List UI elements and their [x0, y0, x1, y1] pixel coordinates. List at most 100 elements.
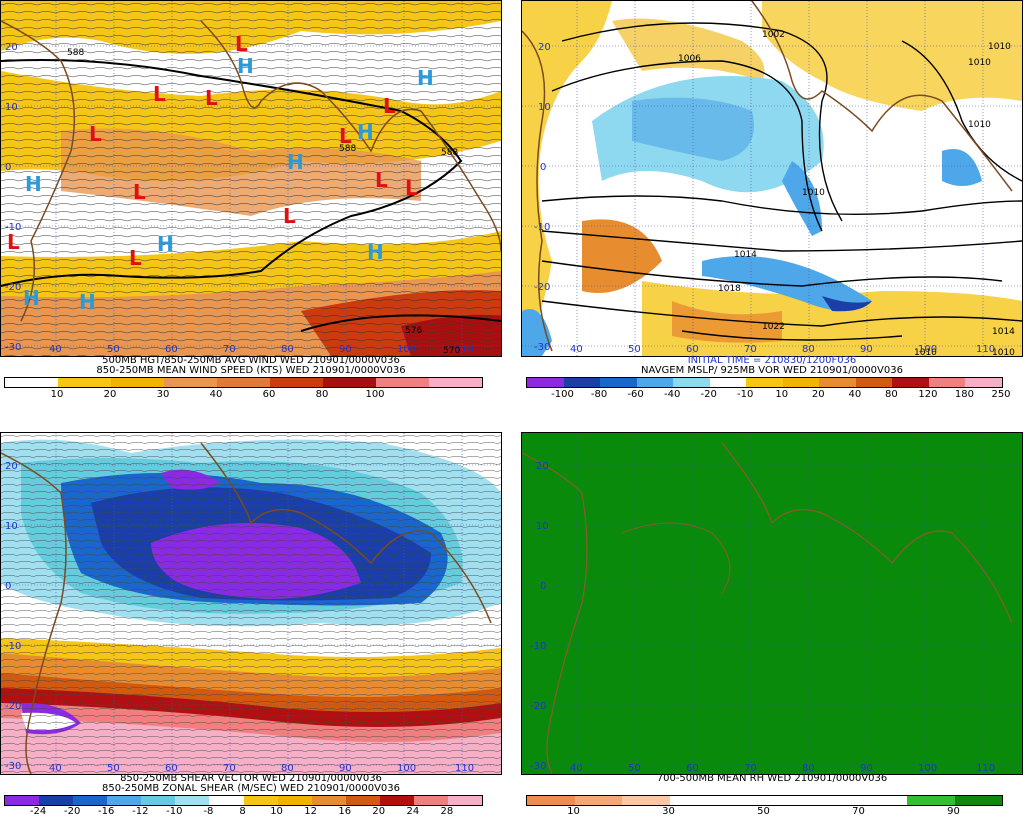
- low-pressure-center: L: [235, 32, 248, 56]
- colorbar-tick-label: 250: [991, 389, 1011, 400]
- map-relative-humidity: 20 10 0 -10 -20 -30 40 50 60 70 80 90 10…: [521, 432, 1023, 775]
- lon-label: 60: [165, 763, 178, 774]
- colorbar-swatch: [175, 796, 210, 805]
- colorbar-swatch: [141, 796, 176, 805]
- colorbar-tick-label: 30: [662, 806, 675, 817]
- colorbar-swatch: [812, 796, 860, 805]
- colorbar-tick-label: 120: [918, 389, 938, 400]
- contour-label: 576: [405, 326, 422, 336]
- lon-label: 50: [628, 344, 641, 355]
- isobar-label: 1002: [762, 30, 785, 40]
- colorbar-swatch: [58, 378, 111, 387]
- map-caption: 850-250MB ZONAL SHEAR (M/SEC) WED 210901…: [101, 783, 401, 794]
- lon-label: 110: [455, 344, 474, 355]
- isobar-label: 1010: [914, 348, 937, 356]
- map-caption: 500MB HGT/850-250MB AVG WIND WED 210901/…: [102, 355, 400, 366]
- colorbar: [526, 377, 1003, 388]
- isobar-label: 1010: [802, 188, 825, 198]
- colorbar-swatch: [907, 796, 955, 805]
- lon-label: 50: [107, 763, 120, 774]
- map-caption: NAVGEM MSLP/ 925MB VOR WED 210901/0000V0…: [641, 365, 903, 376]
- colorbar-swatch: [965, 378, 1002, 387]
- wind-speed-field: 20 10 0 -10 -20 -30 40 50 60 70 80 90 10…: [1, 1, 501, 356]
- low-pressure-center: L: [153, 82, 166, 106]
- high-pressure-center: H: [357, 120, 374, 144]
- colorbar-tick-label: 60: [262, 389, 276, 400]
- colorbar-swatch: [600, 378, 637, 387]
- low-pressure-center: L: [89, 122, 102, 146]
- high-pressure-center: H: [417, 66, 434, 90]
- lon-label: 90: [860, 344, 873, 355]
- lon-label: 110: [976, 763, 995, 774]
- lon-label: 70: [223, 344, 236, 355]
- colorbar-tick-label: 10: [567, 806, 580, 817]
- isobar-label: 1010: [968, 120, 991, 130]
- high-pressure-center: H: [367, 240, 384, 264]
- lon-label: 110: [455, 763, 474, 774]
- lat-label: 0: [5, 162, 11, 173]
- colorbar-swatch: [855, 378, 893, 387]
- lon-label: 80: [802, 344, 815, 355]
- lat-label: 10: [536, 521, 549, 532]
- isobar-label: 1014: [734, 250, 757, 260]
- colorbar-tick-label: -60: [627, 389, 644, 400]
- lon-label: 50: [107, 344, 120, 355]
- high-pressure-center: H: [79, 290, 96, 314]
- colorbar-swatch: [323, 378, 376, 387]
- colorbar: [526, 795, 1003, 806]
- lon-label: 40: [570, 344, 583, 355]
- vorticity-field: 1002 1006 1010 1014 1018 1022 1010 1010 …: [522, 1, 1022, 356]
- lat-label: 0: [5, 581, 11, 592]
- low-pressure-center: L: [129, 246, 142, 270]
- colorbar-tick-label: 10: [775, 389, 789, 400]
- colorbar-swatch: [527, 796, 575, 805]
- lat-label: -20: [534, 282, 550, 293]
- isobar-label: 1010: [988, 42, 1011, 52]
- low-pressure-center: L: [205, 86, 218, 110]
- low-pressure-center: L: [405, 176, 418, 200]
- colorbar-tick-label: 80: [885, 389, 898, 400]
- lat-label: 20: [536, 461, 549, 472]
- lat-label: -30: [5, 761, 21, 772]
- colorbar: [4, 795, 483, 806]
- map-mslp-vorticity: 1002 1006 1010 1014 1018 1022 1010 1010 …: [521, 0, 1023, 357]
- colorbar-swatch: [819, 378, 856, 387]
- lon-label: 60: [686, 763, 699, 774]
- colorbar-tick-label: 20: [811, 389, 825, 400]
- lat-label: 0: [540, 581, 546, 592]
- colorbar-tick-label: -10: [166, 806, 183, 817]
- lon-label: 100: [918, 344, 937, 355]
- colorbar-tick-label: -20: [700, 389, 717, 400]
- low-pressure-center: L: [375, 168, 388, 192]
- map-zonal-shear: 20 10 0 -10 -20 -30 40 50 60 70 80 90 10…: [0, 432, 502, 775]
- low-pressure-center: L: [383, 94, 396, 118]
- colorbar-swatch: [448, 796, 483, 805]
- colorbar-swatch: [954, 796, 1002, 805]
- high-pressure-center: H: [25, 172, 42, 196]
- isobar-label: 1006: [678, 54, 701, 64]
- colorbar-tick-label: 28: [440, 806, 454, 817]
- colorbar-tick-label: 100: [365, 389, 385, 400]
- lat-label: -10: [534, 222, 550, 233]
- lon-label: 110: [976, 344, 995, 355]
- colorbar-ticks: 10 30 50 70 90: [526, 807, 1001, 819]
- colorbar-swatch: [746, 378, 783, 387]
- lon-label: 80: [281, 344, 294, 355]
- colorbar-tick-label: -20: [63, 806, 81, 817]
- lon-label: 100: [397, 344, 416, 355]
- colorbar-tick-label: 180: [954, 389, 974, 400]
- colorbar-swatch: [39, 796, 74, 805]
- lat-label: 10: [538, 102, 551, 113]
- colorbar-tick-label: 30: [156, 389, 170, 400]
- lon-label: 90: [860, 763, 873, 774]
- colorbar-swatch: [429, 378, 482, 387]
- colorbar-swatch: [709, 378, 747, 387]
- initial-time-caption: INITIAL TIME = 210830/1200F036: [687, 355, 857, 366]
- colorbar-ticks: 10 20 30 40 60 80 100: [4, 390, 481, 402]
- lat-label: -30: [5, 342, 21, 353]
- colorbar-swatch: [636, 378, 674, 387]
- map-caption: 850-250MB SHEAR VECTOR WED 210901/0000V0…: [120, 773, 382, 784]
- contour-label: 588: [67, 48, 84, 58]
- lat-label: -20: [530, 701, 546, 712]
- colorbar-tick-label: 40: [848, 389, 862, 400]
